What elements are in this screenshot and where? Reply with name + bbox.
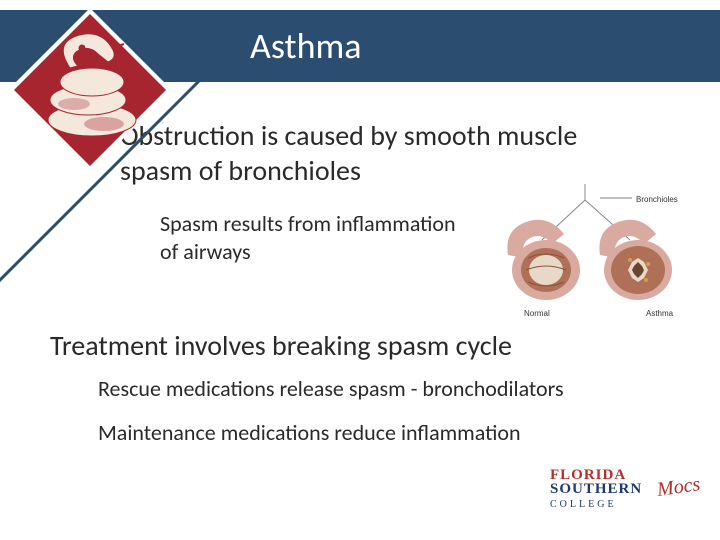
bronchioles-figure: Bronchioles Normal Asthma xyxy=(480,180,690,325)
footer-line-college: COLLEGE xyxy=(550,499,700,510)
figure-label-left: Normal xyxy=(524,309,550,318)
school-logo-diamond xyxy=(0,0,180,180)
bullet-minor-spasm: Spasm results from inflammation of airwa… xyxy=(160,210,460,265)
footer-college-logo: FLORIDA SOUTHERN COLLEGE Mocs xyxy=(550,468,700,528)
bullet-minor-maintenance: Maintenance medications reduce inflammat… xyxy=(98,418,521,449)
bullet-minor-rescue: Rescue medications release spasm - bronc… xyxy=(98,374,564,405)
figure-label-top: Bronchioles xyxy=(636,195,678,204)
figure-label-right: Asthma xyxy=(646,309,674,318)
bullet-major-treatment: Treatment involves breaking spasm cycle xyxy=(50,328,650,363)
bullet-major-obstruction: Obstruction is caused by smooth muscle s… xyxy=(120,118,640,188)
slide-title: Asthma xyxy=(250,24,361,68)
